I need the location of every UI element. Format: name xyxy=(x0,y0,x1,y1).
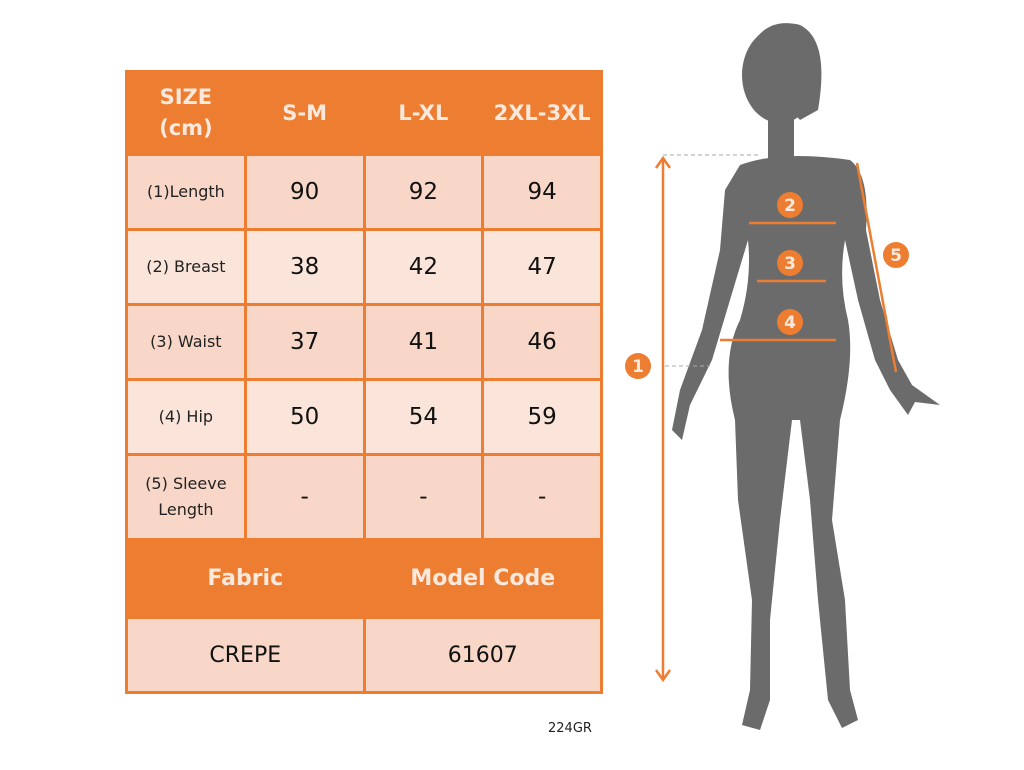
marker-1-label: 1 xyxy=(632,357,644,377)
cell: 47 xyxy=(481,228,603,306)
product-code: 224GR xyxy=(548,721,592,736)
row-label-text: (5) Sleeve Length xyxy=(145,474,227,519)
cell: 94 xyxy=(481,153,603,231)
cell: - xyxy=(481,453,603,541)
table-row: (2) Breast 38 42 47 xyxy=(125,228,603,306)
cell: 50 xyxy=(243,378,366,456)
cell: 92 xyxy=(362,153,485,231)
row-label: (5) Sleeve Length xyxy=(125,453,247,541)
marker-5-label: 5 xyxy=(890,246,902,266)
fabric-value: CREPE xyxy=(125,616,366,694)
row-label: (1)Length xyxy=(125,153,247,231)
fabric-value-row: CREPE 61607 xyxy=(125,616,603,694)
marker-2-icon xyxy=(777,192,803,218)
cell: - xyxy=(243,453,366,541)
marker-4-icon xyxy=(777,309,803,335)
silhouette xyxy=(672,23,940,730)
table-row: (1)Length 90 92 94 xyxy=(125,153,603,231)
row-label: (3) Waist xyxy=(125,303,247,381)
marker-5-icon xyxy=(883,242,909,268)
size-chart-table: SIZE (cm) S-M L-XL 2XL-3XL (1)Length 90 … xyxy=(125,70,603,694)
header-s-m: S-M xyxy=(243,70,366,156)
measurement-lines xyxy=(654,155,898,683)
body-measurement-figure: 1 2 3 4 5 xyxy=(625,23,940,730)
marker-2-label: 2 xyxy=(784,196,796,216)
cell: 42 xyxy=(362,228,485,306)
cell: 59 xyxy=(481,378,603,456)
header-row: SIZE (cm) S-M L-XL 2XL-3XL xyxy=(125,70,603,156)
marker-3-icon xyxy=(777,250,803,276)
row-label: (4) Hip xyxy=(125,378,247,456)
fabric-header-row: Fabric Model Code xyxy=(125,538,603,619)
cell: 90 xyxy=(243,153,366,231)
measurement-markers: 1 2 3 4 5 xyxy=(625,192,909,379)
header-2xl-3xl: 2XL-3XL xyxy=(481,70,603,156)
cell: 37 xyxy=(243,303,366,381)
cell: 41 xyxy=(362,303,485,381)
header-size-text: SIZE (cm) xyxy=(159,85,213,140)
row-label: (2) Breast xyxy=(125,228,247,306)
model-code-label: Model Code xyxy=(362,538,603,619)
cell: 54 xyxy=(362,378,485,456)
cell: 38 xyxy=(243,228,366,306)
table-row: (5) Sleeve Length - - - xyxy=(125,453,603,541)
model-code-value: 61607 xyxy=(362,616,603,694)
table-row: (4) Hip 50 54 59 xyxy=(125,378,603,456)
fabric-label: Fabric xyxy=(125,538,366,619)
cell: - xyxy=(362,453,485,541)
cell: 46 xyxy=(481,303,603,381)
header-l-xl: L-XL xyxy=(362,70,485,156)
header-size: SIZE (cm) xyxy=(125,70,247,156)
marker-3-label: 3 xyxy=(784,254,796,274)
table-row: (3) Waist 37 41 46 xyxy=(125,303,603,381)
guide-lines xyxy=(663,154,760,367)
marker-1-icon xyxy=(625,353,651,379)
marker-4-label: 4 xyxy=(784,313,796,333)
